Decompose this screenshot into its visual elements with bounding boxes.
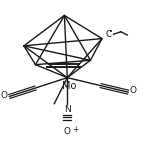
Text: •: • — [109, 29, 113, 35]
Text: O: O — [130, 86, 137, 95]
Text: +: + — [72, 124, 79, 133]
Text: C: C — [106, 31, 111, 40]
Text: N: N — [64, 105, 71, 114]
Text: O: O — [64, 127, 71, 136]
Text: O: O — [1, 91, 8, 100]
Text: Mo: Mo — [62, 81, 77, 91]
